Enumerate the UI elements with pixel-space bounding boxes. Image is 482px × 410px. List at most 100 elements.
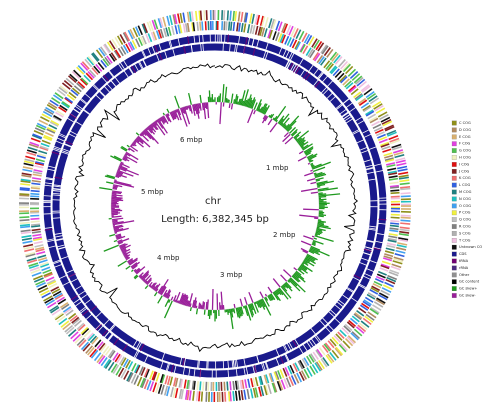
feature [252,387,257,398]
feature [100,343,107,352]
legend-label: S COG [459,231,471,235]
legend-swatch [451,265,457,271]
feature [397,165,408,170]
legend-label: T COG [458,238,471,242]
feature [113,338,119,346]
feature [76,66,85,75]
feature [392,145,403,151]
feature [200,43,202,52]
feature [117,260,127,267]
feature [366,293,376,300]
feature [385,278,396,285]
feature [224,391,227,402]
feature [195,10,198,21]
feature [123,370,130,380]
feature [133,350,138,358]
feature [133,364,140,374]
feature [268,114,271,118]
feature [108,334,114,342]
feature [205,102,208,110]
feature [138,272,144,278]
feature [186,11,190,22]
feature [185,300,189,307]
feature [228,102,231,109]
feature [377,133,386,139]
feature [387,237,397,242]
feature [263,28,268,38]
gc-content [73,63,359,353]
feature [128,147,135,153]
feature [384,157,394,162]
feature [172,48,176,57]
feature [375,240,384,244]
feature [145,34,151,43]
feature [307,153,318,160]
feature [98,342,106,351]
feature [206,299,209,310]
feature [138,366,144,376]
feature [267,384,272,395]
feature [285,24,292,35]
feature [364,246,373,250]
scale-label: 2 mbp [273,231,296,239]
feature [183,379,187,389]
feature [92,84,99,92]
feature [146,126,153,134]
feature [90,349,99,359]
feature [313,39,320,49]
feature [367,178,376,181]
feature [131,362,137,372]
feature [36,122,47,129]
feature [375,131,385,137]
feature [35,161,45,165]
feature [136,136,144,143]
feature [176,108,182,121]
feature [292,274,301,283]
feature [87,55,96,65]
feature [373,246,382,250]
feature [387,274,398,281]
feature [386,244,396,249]
feature [346,336,355,345]
feature [65,140,73,145]
feature [380,289,391,296]
feature [49,99,59,107]
feature [22,166,33,170]
feature [134,275,139,280]
legend-label: Q COG [459,218,471,222]
feature [157,383,163,394]
feature [253,109,256,115]
feature [264,293,268,297]
feature [166,15,171,26]
feature [161,116,167,123]
feature [140,367,146,377]
feature [193,380,196,390]
feature [275,32,280,42]
feature [284,60,290,68]
feature [363,248,372,252]
feature [272,31,277,41]
feature [40,116,50,123]
feature [283,132,289,138]
feature [162,16,167,27]
feature [241,379,245,389]
feature [246,24,251,34]
feature [114,77,121,84]
feature [75,121,83,126]
feature [301,262,305,265]
feature [133,375,140,385]
feature [132,141,137,145]
feature [127,42,134,51]
feature [137,342,143,350]
feature [385,247,395,252]
feature [343,325,352,333]
feature [41,292,51,299]
feature [355,116,363,122]
feature [76,82,84,90]
feature [150,31,156,41]
feature [112,364,120,374]
feature [39,145,49,150]
feature [147,47,152,56]
feature [80,77,89,85]
feature [43,134,53,140]
